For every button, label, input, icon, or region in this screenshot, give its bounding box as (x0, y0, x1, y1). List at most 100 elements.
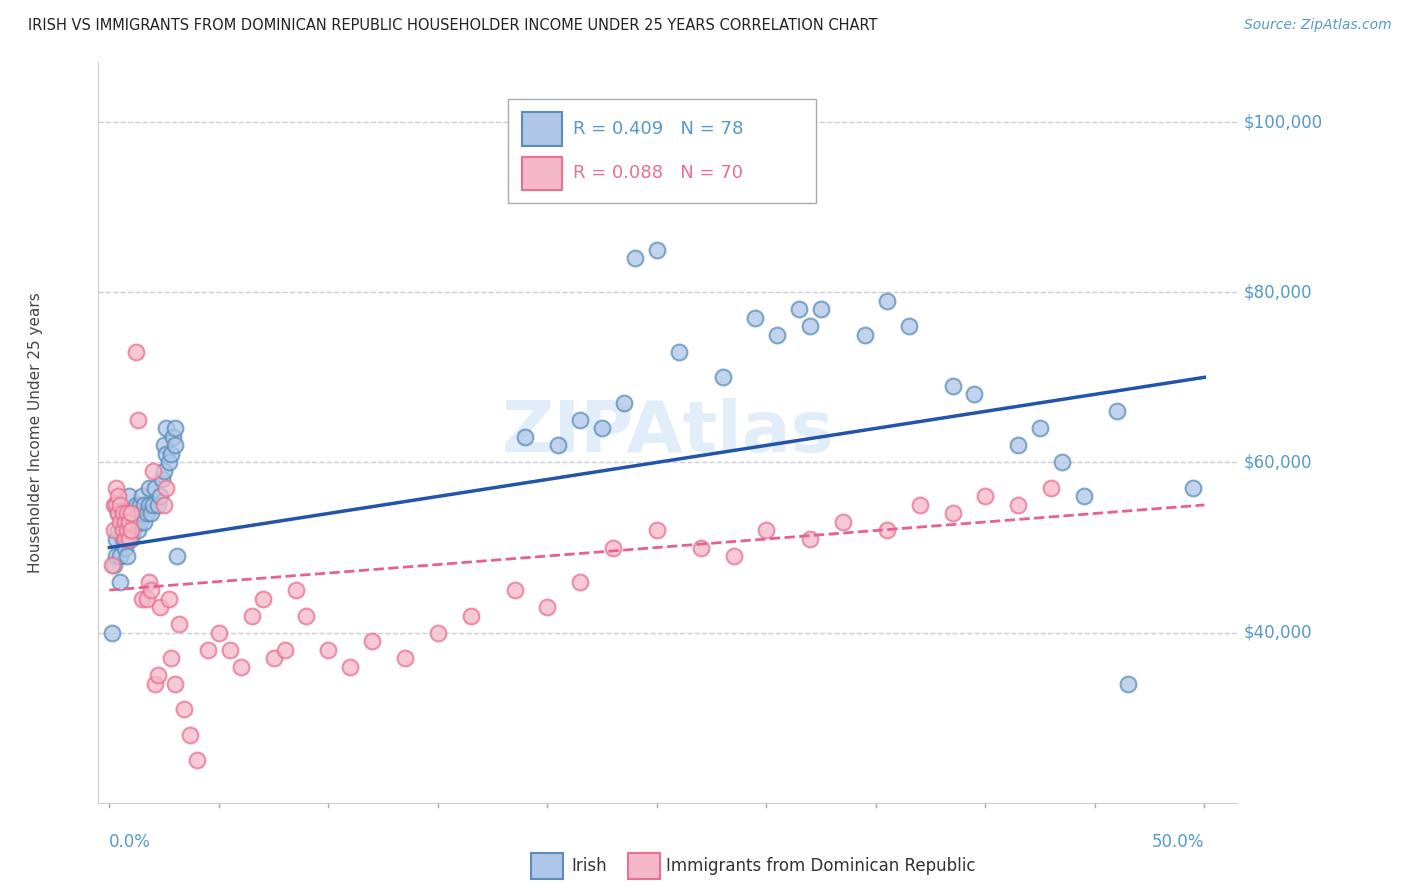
Point (120, 524, 142, 538)
Point (1116, 676, 1139, 690)
Point (114, 524, 136, 538)
Point (135, 507, 157, 521)
Text: Immigrants from Dominican Republic: Immigrants from Dominican Republic (665, 856, 976, 875)
Point (723, 549, 745, 563)
Point (166, 549, 188, 563)
Point (138, 481, 160, 495)
Point (120, 515, 142, 529)
Point (536, 600, 558, 615)
Point (115, 515, 138, 529)
Point (1105, 404, 1128, 418)
Point (118, 524, 141, 538)
Point (155, 481, 177, 495)
Point (711, 370, 734, 384)
Point (460, 608, 482, 623)
Point (624, 251, 647, 265)
Point (668, 344, 690, 359)
Point (179, 728, 201, 742)
Point (218, 642, 240, 657)
Point (263, 651, 285, 665)
Point (127, 507, 149, 521)
Point (131, 507, 153, 521)
Point (569, 413, 592, 427)
Point (110, 549, 132, 563)
Point (755, 524, 778, 538)
Point (240, 608, 263, 623)
Point (547, 438, 569, 452)
Point (115, 524, 138, 538)
Point (229, 659, 252, 673)
Point (1073, 490, 1095, 504)
Point (394, 651, 416, 665)
Point (252, 591, 274, 606)
FancyBboxPatch shape (628, 853, 659, 879)
Point (569, 574, 592, 589)
Point (104, 498, 127, 512)
Point (115, 532, 138, 546)
Text: R = 0.088   N = 70: R = 0.088 N = 70 (574, 164, 744, 183)
Point (159, 447, 181, 461)
Point (104, 549, 127, 563)
Point (145, 481, 167, 495)
Point (1007, 498, 1029, 512)
Text: Irish: Irish (571, 856, 606, 875)
Point (273, 642, 295, 657)
Point (127, 524, 149, 538)
Point (135, 591, 157, 606)
Point (114, 541, 136, 555)
Point (114, 507, 136, 521)
Point (876, 524, 898, 538)
Point (120, 507, 142, 521)
Point (139, 507, 162, 521)
Point (515, 430, 537, 444)
Point (876, 293, 898, 308)
Point (1050, 455, 1073, 469)
Point (1007, 438, 1029, 452)
Point (110, 574, 132, 589)
Point (339, 659, 361, 673)
Point (197, 642, 219, 657)
Point (155, 447, 177, 461)
Point (1040, 481, 1063, 495)
Point (208, 625, 231, 640)
Point (111, 515, 134, 529)
Point (853, 327, 876, 342)
Point (153, 464, 176, 478)
Point (129, 498, 152, 512)
Point (613, 396, 636, 410)
Point (110, 498, 132, 512)
Point (766, 327, 789, 342)
Point (974, 490, 997, 504)
Point (787, 302, 810, 317)
Point (645, 524, 668, 538)
Point (426, 625, 449, 640)
Point (107, 507, 129, 521)
Point (146, 668, 169, 682)
Point (104, 481, 127, 495)
Text: $40,000: $40,000 (1244, 624, 1312, 641)
Point (942, 507, 965, 521)
Text: 0.0%: 0.0% (110, 832, 152, 851)
Point (689, 541, 711, 555)
Point (744, 310, 766, 325)
Point (186, 753, 208, 767)
Point (157, 591, 180, 606)
Point (139, 582, 162, 597)
Point (165, 438, 187, 452)
Point (124, 498, 146, 512)
Point (103, 524, 125, 538)
Point (134, 498, 156, 512)
Point (361, 634, 384, 648)
Point (157, 455, 180, 469)
Point (165, 421, 187, 435)
Point (832, 515, 855, 529)
Point (173, 702, 195, 716)
Point (114, 515, 136, 529)
Point (165, 676, 187, 690)
Point (118, 490, 141, 504)
Text: 50.0%: 50.0% (1152, 832, 1205, 851)
Point (110, 515, 132, 529)
Point (118, 507, 141, 521)
Point (149, 490, 172, 504)
FancyBboxPatch shape (522, 112, 562, 145)
